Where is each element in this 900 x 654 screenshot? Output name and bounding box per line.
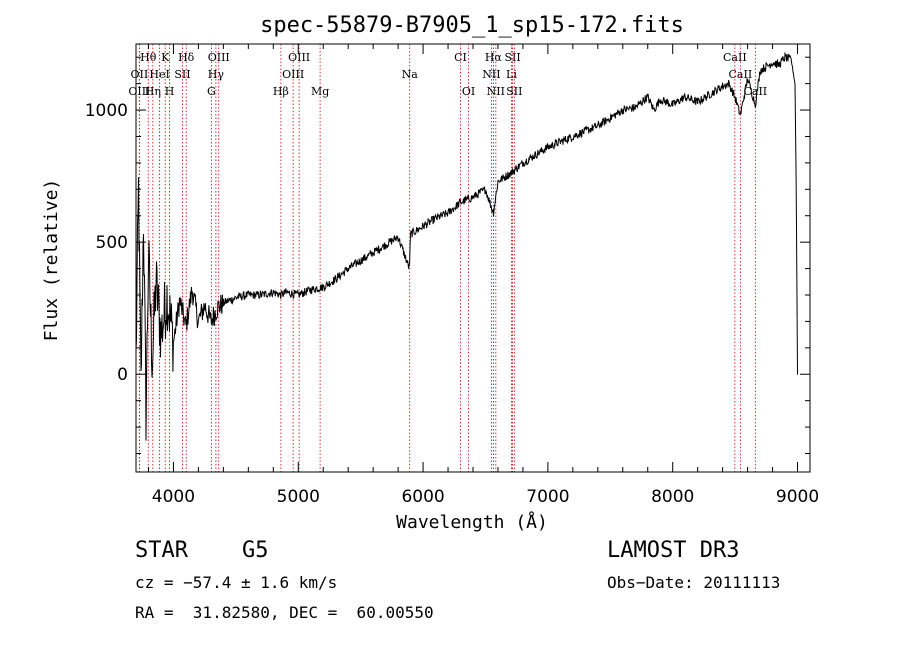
line-label: NII xyxy=(487,85,505,98)
line-label: OIII xyxy=(282,68,304,81)
x-tick-label: 7000 xyxy=(526,487,569,507)
line-label: SII xyxy=(174,68,190,81)
line-label: G xyxy=(207,85,216,98)
line-label: CI xyxy=(454,51,467,64)
line-label: SII xyxy=(504,51,520,64)
line-label: Hη xyxy=(145,85,161,98)
observation-date: Obs−Date: 20111113 xyxy=(607,573,781,592)
chart-title: spec-55879-B7905_1_sp15-172.fits xyxy=(260,13,684,38)
y-tick-label: 1000 xyxy=(85,101,128,121)
spectrum-line xyxy=(135,51,798,441)
line-label: CaII xyxy=(729,68,753,81)
x-axis-label: Wavelength (Å) xyxy=(396,511,548,533)
line-label: Hα xyxy=(485,51,503,64)
x-tick-label: 6000 xyxy=(401,487,444,507)
line-label: HeI xyxy=(149,68,169,81)
x-axis-tick-labels: 4000 5000 6000 7000 8000 9000 xyxy=(152,487,819,507)
plot-frame xyxy=(135,43,811,473)
object-subclass: G5 xyxy=(242,538,269,563)
line-label: Hδ xyxy=(178,51,195,64)
line-label: SII xyxy=(506,85,522,98)
line-label: OI xyxy=(462,85,475,98)
line-label: OII xyxy=(131,68,149,81)
x-axis-ticks xyxy=(147,44,799,472)
y-axis-tick-labels: 0 500 1000 xyxy=(85,101,128,385)
survey-name: LAMOST DR3 xyxy=(607,538,740,563)
line-label: Mg xyxy=(311,85,329,98)
redshift-velocity: cz = −57.4 ± 1.6 km/s xyxy=(135,573,338,592)
line-label: K xyxy=(161,51,170,64)
x-tick-label: 5000 xyxy=(277,487,320,507)
y-axis-label: Flux (relative) xyxy=(41,179,62,342)
line-label: Hβ xyxy=(273,85,289,98)
coordinates: RA = 31.82580, DEC = 60.00550 xyxy=(135,603,434,622)
line-label: H xyxy=(165,85,175,98)
x-tick-label: 8000 xyxy=(651,487,694,507)
y-tick-label: 0 xyxy=(117,365,128,385)
line-label: NII xyxy=(482,68,500,81)
line-label: Hγ xyxy=(208,68,225,81)
object-class: STAR xyxy=(135,538,188,563)
spectral-line-markers xyxy=(138,44,756,472)
line-label: CaII xyxy=(743,85,767,98)
x-tick-label: 4000 xyxy=(152,487,195,507)
line-label: OIII xyxy=(208,51,230,64)
line-label: OIII xyxy=(128,85,150,98)
line-label: OIII xyxy=(288,51,310,64)
y-tick-label: 500 xyxy=(96,233,128,253)
x-tick-label: 9000 xyxy=(776,487,819,507)
line-label: Li xyxy=(506,68,517,81)
line-label: Na xyxy=(402,68,419,81)
line-label: CaII xyxy=(723,51,747,64)
line-label: Hθ xyxy=(140,51,157,64)
y-axis-ticks xyxy=(136,56,810,455)
